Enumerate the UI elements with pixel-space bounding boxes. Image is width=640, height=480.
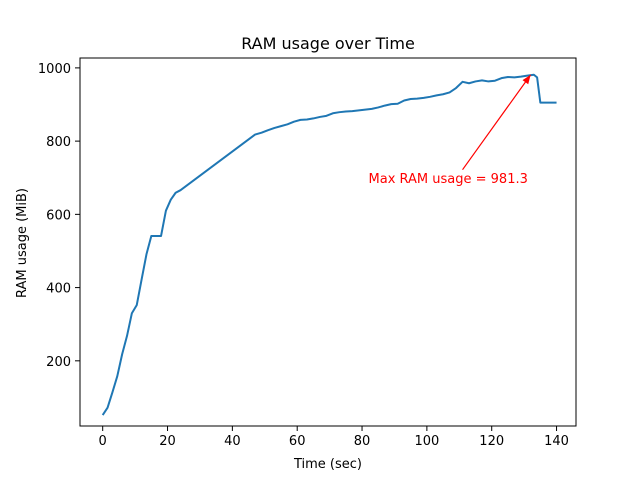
- y-tick-label: 1000: [38, 62, 71, 77]
- annotation-arrow-line: [462, 74, 532, 171]
- series-line-0: [101, 73, 557, 416]
- y-tick-label: 400: [46, 282, 71, 297]
- y-tick-label: 800: [46, 135, 71, 150]
- x-tick-label: 60: [289, 434, 306, 449]
- annotation-label: Max RAM usage = 981.3: [369, 172, 528, 187]
- x-axis-label: Time (sec): [293, 457, 362, 472]
- x-tick-label: 100: [414, 434, 439, 449]
- y-tick-label: 600: [46, 208, 71, 223]
- x-tick-label: 80: [354, 434, 371, 449]
- plot-area: 0 20 40 60 80 100 120 140 200 400 600 800 1000 Max RA…: [38, 57, 577, 449]
- x-tick-label: 20: [159, 434, 176, 449]
- axes-frame: [79, 57, 577, 427]
- x-tick-label: 40: [224, 434, 241, 449]
- y-axis-label: RAM usage (MiB): [15, 188, 30, 298]
- x-tick-label: 0: [99, 434, 107, 449]
- x-tick-label: 120: [479, 434, 504, 449]
- chart-title: RAM usage over Time: [241, 34, 415, 53]
- x-tick-label: 140: [544, 434, 569, 449]
- y-tick-label: 200: [46, 355, 71, 370]
- annotation-arrow-head: [522, 74, 531, 85]
